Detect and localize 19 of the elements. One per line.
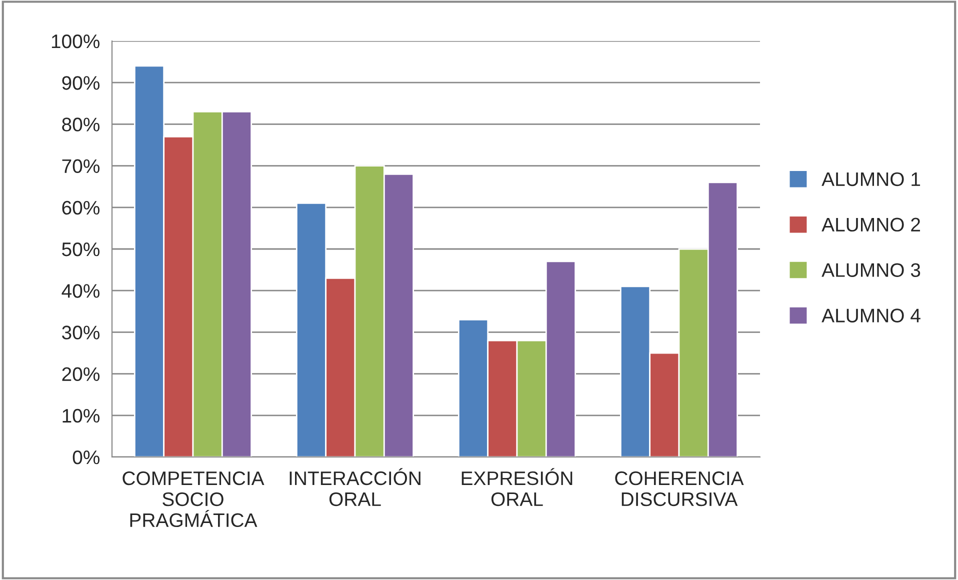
y-tick-label: 0% bbox=[72, 450, 100, 464]
x-tick-label: INTERACCIÓN ORAL bbox=[290, 468, 420, 506]
legend-label: ALUMNO 2 bbox=[822, 218, 920, 232]
y-tick-label: 50% bbox=[62, 242, 100, 256]
y-tick-label: 30% bbox=[62, 326, 100, 340]
legend-label: ALUMNO 3 bbox=[822, 263, 920, 277]
legend-label: ALUMNO 1 bbox=[822, 172, 920, 186]
y-tick-label: 40% bbox=[62, 284, 100, 298]
y-tick-label: 20% bbox=[62, 367, 100, 382]
x-tick-label: COMPETENCIA SOCIO PRAGMÁTICA bbox=[122, 471, 264, 528]
x-tick-label: EXPRESIÓN ORAL bbox=[462, 468, 572, 506]
y-tick-label: 90% bbox=[62, 76, 100, 90]
legend-label: ALUMNO 4 bbox=[822, 308, 920, 322]
y-tick-label: 60% bbox=[62, 200, 100, 215]
y-tick-label: 70% bbox=[62, 159, 100, 174]
y-tick-label: 100% bbox=[52, 34, 100, 48]
y-tick-label: 10% bbox=[62, 408, 100, 423]
y-tick-label: 80% bbox=[62, 118, 100, 132]
x-tick-label: COHERENCIA DISCURSIVA bbox=[615, 471, 744, 506]
